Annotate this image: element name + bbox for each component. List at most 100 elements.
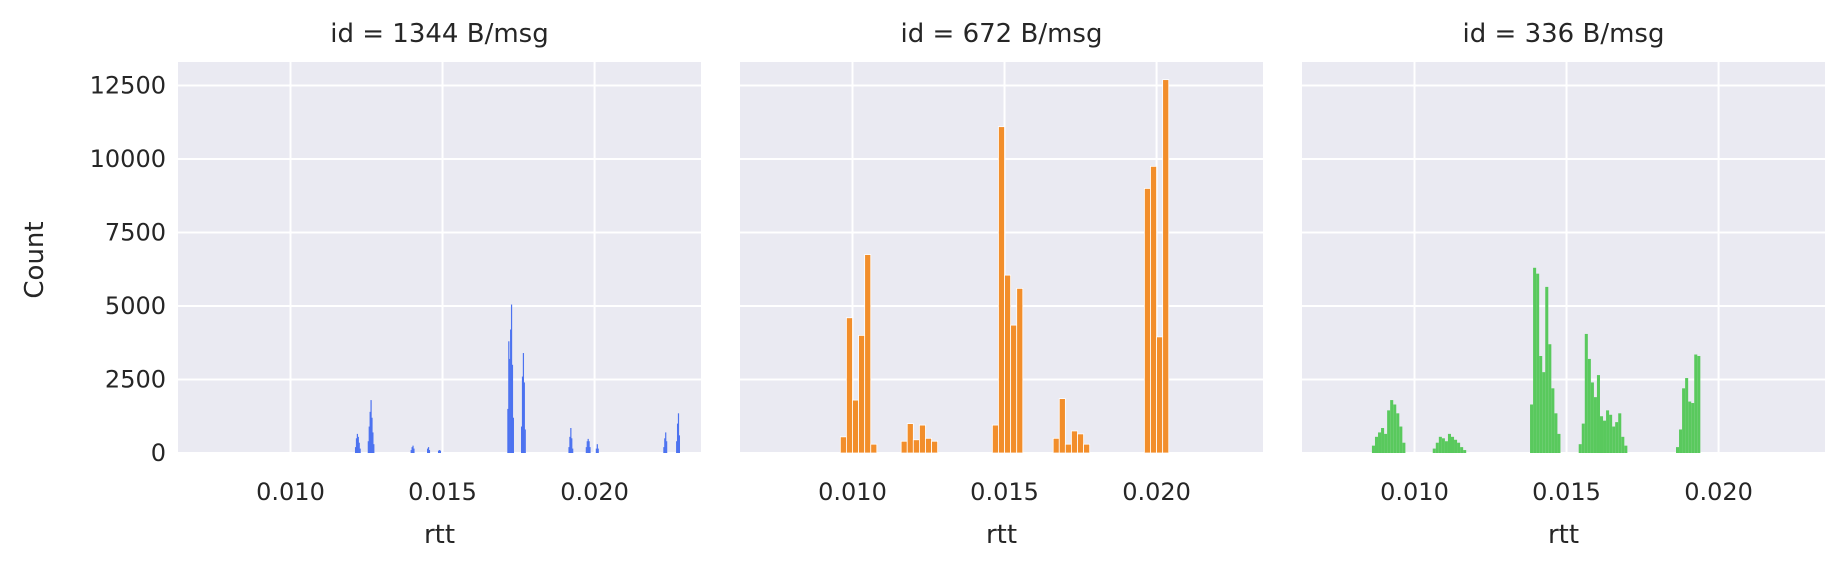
histogram-bar	[520, 426, 523, 453]
histogram-bar	[597, 448, 599, 453]
histogram-bar	[1387, 410, 1391, 453]
histogram-bar	[1682, 388, 1686, 453]
histogram-bar	[1685, 378, 1689, 453]
histogram-bar	[355, 438, 358, 453]
histogram-bar	[1542, 372, 1546, 453]
histogram-bar	[589, 447, 591, 453]
histogram-bar	[508, 341, 510, 453]
y-tick-label: 5000	[105, 292, 166, 320]
histogram-bar	[664, 438, 666, 453]
histogram-bar	[676, 423, 679, 453]
histogram-bar	[1612, 426, 1616, 453]
histogram-bar	[437, 450, 440, 453]
histogram-bar	[357, 436, 359, 453]
histogram-bar	[354, 447, 357, 453]
histogram-bar	[1077, 433, 1084, 454]
histogram-bar	[858, 335, 866, 454]
facet-panel: id = 1344 B/msg 0.010 0.015 0.020 rtt 0 2500 50…	[90, 19, 701, 550]
histogram-bar	[1676, 447, 1680, 453]
histogram-bar	[1463, 450, 1467, 453]
histogram-bar	[427, 447, 430, 453]
facet-panel: id = 672 B/msg 0.010 0.015 0.020 rtt	[740, 19, 1263, 550]
histogram-bar	[412, 445, 414, 453]
histogram-bar	[677, 413, 680, 453]
histogram-bar	[359, 448, 361, 453]
histogram-bar	[1603, 420, 1607, 453]
histogram-bar	[1004, 274, 1012, 454]
histogram-bar	[852, 399, 859, 454]
histogram-bar	[1606, 410, 1610, 453]
histogram-bar	[1083, 443, 1091, 454]
histogram-bar	[358, 442, 360, 453]
histogram-bar	[912, 439, 920, 454]
histogram-bar	[1390, 400, 1394, 453]
histogram-bar	[428, 450, 431, 453]
histogram-bar	[870, 443, 878, 454]
histogram-bar	[1618, 413, 1622, 453]
histogram-bar	[512, 417, 514, 453]
histogram-bar	[1581, 423, 1585, 453]
histogram-bar	[1530, 404, 1534, 453]
histogram-bar	[1381, 428, 1385, 453]
x-tick-label: 0.015	[408, 478, 477, 506]
x-tick-label: 0.020	[1684, 478, 1753, 506]
histogram-bar	[1545, 286, 1549, 453]
histogram-bar	[1432, 448, 1436, 453]
histogram-bar	[1688, 401, 1692, 453]
histogram-bar	[1058, 398, 1066, 454]
y-tick-label: 7500	[105, 219, 166, 247]
histogram-bar	[1444, 441, 1448, 453]
histogram-bar	[1621, 436, 1625, 453]
histogram-bar	[585, 447, 587, 453]
histogram-bar	[1593, 397, 1597, 453]
histogram-bar	[1144, 188, 1151, 454]
facet-panels: id = 1344 B/msg 0.010 0.015 0.020 rtt 0 2500 50…	[90, 19, 1825, 550]
histogram-bar	[900, 440, 908, 454]
histogram-bar	[509, 358, 511, 453]
histogram-bar	[1374, 436, 1379, 453]
x-axis-label: rtt	[424, 520, 455, 550]
histogram-bar	[596, 444, 598, 453]
x-tick-label: 0.020	[560, 478, 629, 506]
histogram-bar	[571, 438, 573, 453]
histogram-bar	[595, 448, 597, 453]
histogram-bar	[1371, 445, 1375, 453]
x-axis-label: rtt	[986, 520, 1017, 550]
histogram-bar	[370, 400, 372, 453]
histogram-bar	[1016, 287, 1024, 454]
histogram-bar	[1694, 354, 1698, 453]
histogram-bar	[410, 450, 412, 453]
histogram-bar	[1539, 355, 1543, 453]
histogram-bar	[572, 448, 574, 453]
facet-title: id = 336 B/msg	[1463, 19, 1665, 49]
histogram-bar	[1615, 422, 1619, 453]
histogram-bar	[1064, 443, 1072, 454]
histogram-bar	[1557, 433, 1561, 453]
facet-panel: id = 336 B/msg 0.010 0.015 0.020 rtt	[1302, 19, 1825, 550]
histogram-bar	[1438, 436, 1442, 453]
histogram-bar	[839, 436, 847, 454]
histogram-bar	[1587, 358, 1591, 453]
histogram-bar	[665, 432, 667, 453]
histogram-bar	[666, 441, 668, 453]
histogram-bar	[587, 438, 589, 453]
histogram-bar	[1554, 413, 1558, 453]
histogram-bar	[356, 433, 358, 453]
histogram-bar	[1551, 388, 1555, 453]
histogram-bar	[411, 447, 413, 453]
histogram-bar	[568, 447, 570, 453]
plot-background	[178, 62, 701, 453]
histogram-bar	[1609, 414, 1613, 453]
histogram-bar	[1396, 413, 1400, 453]
histogram-bar	[569, 436, 571, 453]
plot-background	[1302, 62, 1825, 453]
histogram-bar	[570, 428, 572, 453]
histogram-bar	[510, 329, 512, 453]
histogram-bar	[1384, 433, 1388, 453]
x-tick-label: 0.010	[256, 478, 325, 506]
x-tick-label: 0.010	[1380, 478, 1449, 506]
histogram-bar	[1447, 433, 1451, 453]
y-tick-label: 12500	[90, 72, 166, 100]
histogram-bar	[523, 382, 525, 453]
histogram-bar	[678, 435, 681, 453]
